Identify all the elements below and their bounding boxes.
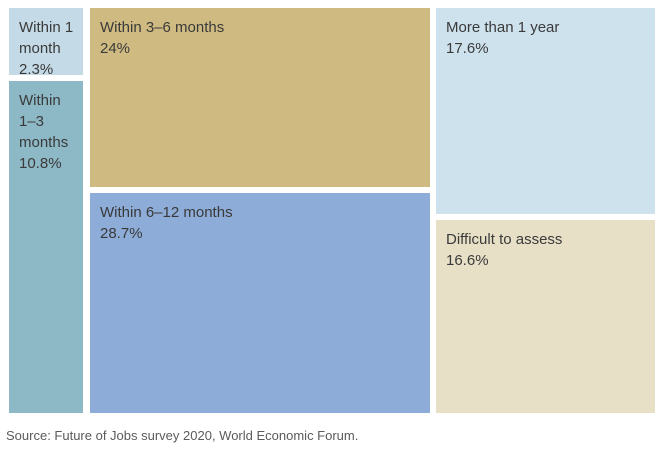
treemap-cell-more-than-1-year: More than 1 year 17.6% [436, 8, 655, 214]
cell-value: 16.6% [446, 252, 489, 269]
source-attribution: Source: Future of Jobs survey 2020, Worl… [6, 428, 359, 443]
treemap-cell-within-6-12-months: Within 6–12 months 28.7% [90, 193, 430, 413]
cell-value: 24% [100, 40, 131, 57]
treemap-chart: Within 1 month 2.3% Within 1–3 months 10… [9, 8, 655, 413]
cell-label: Within 3–6 months [100, 19, 225, 36]
cell-value: 17.6% [446, 40, 489, 57]
cell-label: Within 6–12 months [100, 204, 233, 221]
cell-label: More than 1 year [446, 19, 560, 36]
cell-value: 10.8% [19, 155, 62, 172]
cell-label: Difficult to assess [446, 231, 563, 248]
treemap-cell-within-1-month: Within 1 month 2.3% [9, 8, 83, 75]
treemap-cell-within-3-6-months: Within 3–6 months 24% [90, 8, 430, 187]
treemap-cell-difficult-to-assess: Difficult to assess 16.6% [436, 220, 655, 413]
cell-label: Within 1–3 months [19, 92, 69, 151]
cell-label: Within 1 month [19, 19, 74, 57]
cell-value: 28.7% [100, 225, 143, 242]
treemap-cell-within-1-3-months: Within 1–3 months 10.8% [9, 81, 83, 413]
cell-value: 2.3% [19, 61, 54, 75]
